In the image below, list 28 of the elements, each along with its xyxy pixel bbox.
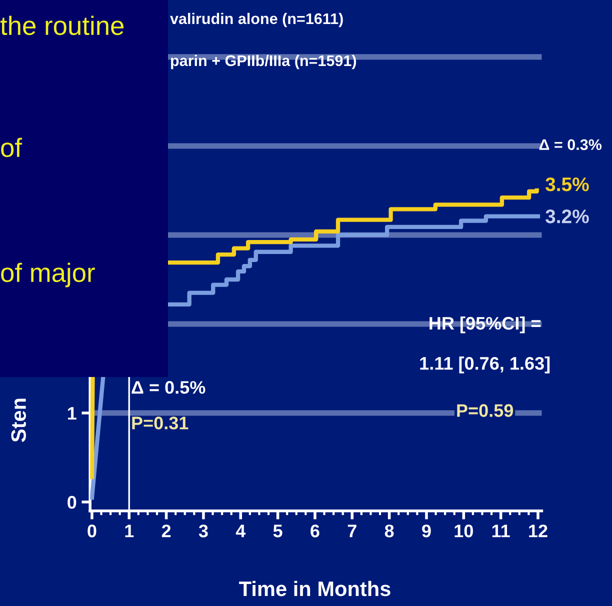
x-tick-label: 0 bbox=[88, 524, 96, 538]
x-tick-label: 4 bbox=[236, 524, 246, 538]
annotation: Δ = 0.3% bbox=[539, 139, 602, 150]
x-tick-label: 12 bbox=[529, 524, 548, 538]
text: of bbox=[1, 138, 22, 158]
annotation: Δ = 0.5% bbox=[132, 381, 206, 394]
x-axis-title: Time in Months bbox=[239, 580, 390, 596]
annotation: P=0.31 bbox=[132, 416, 188, 430]
x-tick-label: 3 bbox=[198, 524, 208, 538]
x-tick-label: 8 bbox=[384, 524, 394, 538]
x-tick-label: 7 bbox=[348, 524, 356, 538]
annotation: HR [95%CI] = bbox=[430, 316, 541, 334]
x-tick-label: 1 bbox=[125, 524, 134, 538]
x-tick-label: 5 bbox=[273, 524, 282, 538]
x-tick-label: 6 bbox=[310, 524, 320, 538]
annotation: 3.5% bbox=[545, 177, 589, 192]
annotation: the routine bbox=[0, 16, 124, 36]
x-tick-label: 9 bbox=[422, 524, 431, 538]
annotation: P=0.59 bbox=[457, 404, 514, 417]
x-tick-label: 10 bbox=[454, 524, 473, 538]
annotation: valirudin alone (n=1611) bbox=[170, 12, 343, 28]
x-tick-label: 2 bbox=[162, 524, 171, 538]
annotation: parin + GPIIb/IIIa (n=1591) bbox=[171, 54, 356, 70]
annotation: of major bbox=[1, 262, 95, 288]
x-tick-label: 11 bbox=[492, 524, 510, 538]
annotation: 1.11 [0.76, 1.63] bbox=[420, 356, 550, 374]
y-axis-title: Sten bbox=[11, 398, 26, 442]
annotation: 3.2% bbox=[545, 210, 589, 224]
